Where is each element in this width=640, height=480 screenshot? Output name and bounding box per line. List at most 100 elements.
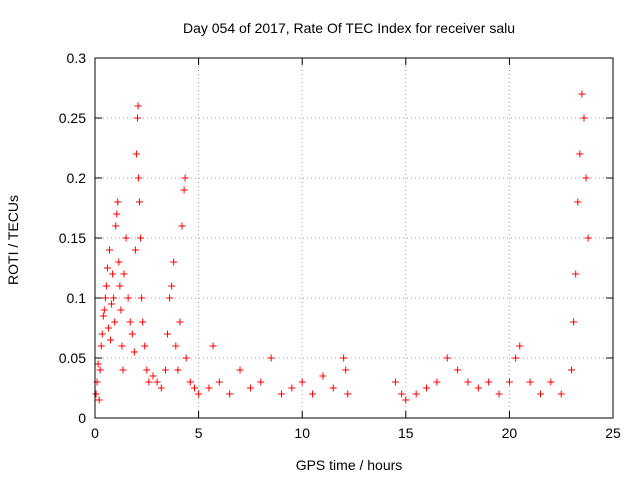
data-point <box>128 330 136 338</box>
data-point <box>137 234 145 242</box>
data-point <box>584 234 592 242</box>
data-point <box>516 342 524 350</box>
data-point <box>135 174 143 182</box>
y-tick-label: 0.05 <box>59 350 86 366</box>
data-points <box>92 90 592 404</box>
data-point <box>572 270 580 278</box>
data-point <box>111 318 119 326</box>
data-point <box>143 366 151 374</box>
data-point <box>578 90 586 98</box>
data-point <box>115 258 123 266</box>
x-tick-label: 5 <box>195 425 203 441</box>
data-point <box>557 390 565 398</box>
data-point <box>108 300 116 308</box>
data-point <box>134 102 142 110</box>
data-point <box>161 366 169 374</box>
data-point <box>101 294 109 302</box>
data-point <box>205 384 213 392</box>
data-point <box>495 390 503 398</box>
x-tick-label: 20 <box>502 425 518 441</box>
x-tick-label: 10 <box>294 425 310 441</box>
data-point <box>130 348 138 356</box>
data-point <box>464 378 472 386</box>
data-point <box>574 198 582 206</box>
data-point <box>104 324 112 332</box>
data-point <box>168 282 176 290</box>
data-point <box>112 222 120 230</box>
x-tick-label: 0 <box>91 425 99 441</box>
data-point <box>342 366 350 374</box>
axis-ticks <box>94 57 614 419</box>
x-tick-label: 25 <box>605 425 621 441</box>
data-point <box>136 198 144 206</box>
data-point <box>106 246 114 254</box>
data-point <box>443 354 451 362</box>
data-point <box>107 336 115 344</box>
data-point <box>267 354 275 362</box>
data-point <box>178 222 186 230</box>
data-point <box>174 366 182 374</box>
data-point <box>195 390 203 398</box>
data-point <box>536 390 544 398</box>
data-point <box>122 234 130 242</box>
data-point <box>172 342 180 350</box>
data-point <box>170 258 178 266</box>
data-point <box>344 390 352 398</box>
data-point <box>402 396 410 404</box>
data-point <box>485 378 493 386</box>
data-point <box>95 396 103 404</box>
data-point <box>119 366 127 374</box>
data-point <box>181 174 189 182</box>
data-point <box>92 390 100 398</box>
data-point <box>288 384 296 392</box>
data-point <box>164 330 172 338</box>
data-point <box>141 342 149 350</box>
data-point <box>138 294 146 302</box>
data-point <box>118 342 126 350</box>
data-point <box>114 198 122 206</box>
data-point <box>340 354 348 362</box>
data-point <box>182 354 190 362</box>
data-point <box>94 360 102 368</box>
data-point <box>116 282 124 290</box>
data-point <box>215 378 223 386</box>
grid <box>95 58 613 418</box>
data-point <box>582 174 590 182</box>
data-point <box>157 384 165 392</box>
data-point <box>97 342 105 350</box>
x-axis-label: GPS time / hours <box>296 457 403 473</box>
data-point <box>277 390 285 398</box>
y-tick-label: 0.2 <box>67 170 87 186</box>
data-point <box>102 282 110 290</box>
data-point <box>547 378 555 386</box>
data-point <box>209 342 217 350</box>
data-point <box>526 378 534 386</box>
data-point <box>512 354 520 362</box>
y-tick-label: 0.3 <box>67 50 87 66</box>
data-point <box>391 378 399 386</box>
data-point <box>319 372 327 380</box>
data-point <box>110 294 118 302</box>
data-point <box>474 384 482 392</box>
y-tick-label: 0.15 <box>59 230 86 246</box>
data-point <box>580 114 588 122</box>
data-point <box>180 186 188 194</box>
data-point <box>412 390 420 398</box>
data-point <box>131 246 139 254</box>
data-point <box>153 378 161 386</box>
data-point <box>298 378 306 386</box>
data-point <box>100 306 108 314</box>
data-point <box>236 366 244 374</box>
data-point <box>505 378 513 386</box>
y-tick-label: 0.25 <box>59 110 86 126</box>
data-point <box>96 366 104 374</box>
data-point <box>257 378 265 386</box>
data-point <box>454 366 462 374</box>
data-point <box>124 294 132 302</box>
data-point <box>98 330 106 338</box>
data-point <box>133 114 141 122</box>
data-point <box>176 318 184 326</box>
data-point <box>190 384 198 392</box>
data-point <box>226 390 234 398</box>
data-point <box>99 312 107 320</box>
